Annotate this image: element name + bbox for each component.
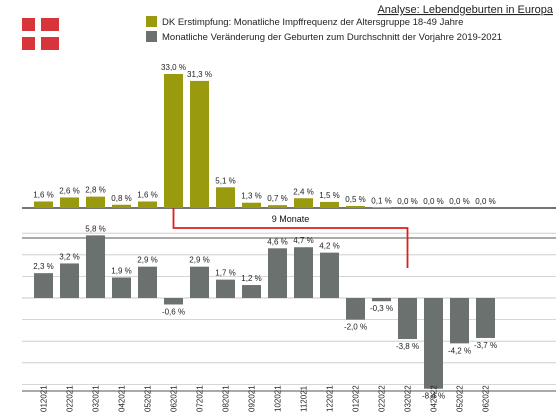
upper-bar-012021 bbox=[34, 202, 53, 208]
lower-bar-032022 bbox=[398, 298, 417, 339]
x-tick-label: 012021 bbox=[40, 385, 49, 412]
upper-bar-label: 5,1 % bbox=[215, 176, 235, 185]
lower-bar-label: -0,6 % bbox=[162, 307, 185, 316]
x-tick-label: 052022 bbox=[456, 385, 465, 412]
upper-bar-label: 31,3 % bbox=[187, 70, 212, 79]
lower-bar-012022 bbox=[346, 298, 365, 320]
lower-bar-label: 5,8 % bbox=[85, 224, 105, 233]
x-tick-label: 122021 bbox=[326, 385, 335, 412]
upper-bar-102021 bbox=[268, 205, 287, 208]
lower-bar-022022 bbox=[372, 298, 391, 301]
upper-bar-label: 0,5 % bbox=[345, 195, 365, 204]
upper-bar-label: 0,0 % bbox=[423, 197, 443, 206]
upper-bar-label: 1,6 % bbox=[33, 191, 53, 200]
x-tick-label: 072021 bbox=[196, 385, 205, 412]
upper-bar-label: 0,8 % bbox=[111, 194, 131, 203]
lower-bar-label: 4,7 % bbox=[293, 236, 313, 245]
lower-bar-012021 bbox=[34, 273, 53, 298]
x-tick-label: 022021 bbox=[66, 385, 75, 412]
x-tick-label: 032021 bbox=[92, 385, 101, 412]
lower-bar-label: 1,9 % bbox=[111, 266, 131, 275]
x-tick-label: 102021 bbox=[274, 385, 283, 412]
x-tick-label: 022022 bbox=[378, 385, 387, 412]
upper-bar-label: 0,0 % bbox=[475, 197, 495, 206]
upper-bar-042021 bbox=[112, 205, 131, 208]
lower-bar-092021 bbox=[242, 285, 261, 298]
upper-bar-label: 1,5 % bbox=[319, 191, 339, 200]
x-tick-label: 042021 bbox=[118, 385, 127, 412]
lower-bar-062021 bbox=[164, 298, 183, 304]
x-tick-label: 092021 bbox=[248, 385, 257, 412]
upper-bar-112021 bbox=[294, 198, 313, 208]
lower-bar-label: 4,2 % bbox=[319, 242, 339, 251]
x-tick-label: 012022 bbox=[352, 385, 361, 412]
upper-bar-label: 2,8 % bbox=[85, 186, 105, 195]
lower-bar-label: -4,2 % bbox=[448, 346, 471, 355]
upper-bar-label: 0,7 % bbox=[267, 194, 287, 203]
x-tick-label: 062021 bbox=[170, 385, 179, 412]
lower-bar-062022 bbox=[476, 298, 495, 338]
connector-label: 9 Monate bbox=[272, 214, 310, 224]
lower-bar-022021 bbox=[60, 263, 79, 298]
lower-bar-082021 bbox=[216, 280, 235, 298]
upper-bars: 1,6 % 2,6 % 2,8 % 0,8 % 1,6 % 33,0 %31,3 % 5,1… bbox=[33, 63, 495, 208]
upper-bar-label: 2,4 % bbox=[293, 187, 313, 196]
legend-swatch-lower bbox=[146, 31, 157, 42]
upper-bar-032021 bbox=[86, 197, 105, 208]
legend-label-upper: DK Erstimpfung: Monatliche Impffrequenz … bbox=[162, 17, 463, 28]
lower-bar-label: 2,9 % bbox=[189, 256, 209, 265]
upper-bar-label: 0,0 % bbox=[449, 197, 469, 206]
lower-bar-label: -3,8 % bbox=[396, 342, 419, 351]
lower-bar-072021 bbox=[190, 267, 209, 298]
lower-bar-label: -0,3 % bbox=[370, 304, 393, 313]
lower-bar-032021 bbox=[86, 235, 105, 298]
denmark-flag-icon bbox=[22, 18, 59, 50]
x-tick-label: 052021 bbox=[144, 385, 153, 412]
lower-bar-label: 1,7 % bbox=[215, 269, 235, 278]
x-tick-label: 042022 bbox=[430, 385, 439, 412]
legend-swatch-upper bbox=[146, 16, 157, 27]
lower-bar-label: 3,2 % bbox=[59, 252, 79, 261]
upper-bar-label: 1,3 % bbox=[241, 192, 261, 201]
upper-bar-022021 bbox=[60, 197, 79, 208]
upper-bar-012022 bbox=[346, 206, 365, 208]
lower-bar-042021 bbox=[112, 277, 131, 298]
upper-bar-label: 1,6 % bbox=[137, 191, 157, 200]
upper-bar-label: 0,1 % bbox=[371, 197, 391, 206]
x-tick-label: 082021 bbox=[222, 385, 231, 412]
lower-bar-122021 bbox=[320, 253, 339, 298]
upper-bar-062021 bbox=[164, 74, 183, 208]
upper-bar-092021 bbox=[242, 203, 261, 208]
lower-bar-112021 bbox=[294, 247, 313, 298]
upper-bar-052021 bbox=[138, 202, 157, 208]
upper-bar-082021 bbox=[216, 187, 235, 208]
upper-bar-label: 33,0 % bbox=[161, 63, 186, 72]
x-tick-label: 112021 bbox=[300, 385, 309, 412]
lower-bars: 2,3 % 3,2 % 5,8 % 1,9 % 2,9 % -0,6 % 2,9 % 1,7 … bbox=[33, 224, 497, 400]
x-tick-label: 032022 bbox=[404, 385, 413, 412]
page-title: Analyse: Lebendgeburten in Europa bbox=[377, 4, 553, 16]
legend-label-lower: Monatliche Veränderung der Geburten zum … bbox=[162, 32, 502, 43]
lower-bar-label: -3,7 % bbox=[474, 341, 497, 350]
lower-bar-label: -2,0 % bbox=[344, 323, 367, 332]
upper-bar-072021 bbox=[190, 81, 209, 208]
lower-bar-052021 bbox=[138, 267, 157, 298]
lower-bar-052022 bbox=[450, 298, 469, 343]
upper-bar-label: 2,6 % bbox=[59, 186, 79, 195]
lower-bar-label: 4,6 % bbox=[267, 237, 287, 246]
lower-bar-label: 2,3 % bbox=[33, 262, 53, 271]
legend: DK Erstimpfung: Monatliche Impffrequenz … bbox=[146, 16, 502, 43]
lower-bar-label: 1,2 % bbox=[241, 274, 261, 283]
upper-bar-122021 bbox=[320, 202, 339, 208]
upper-bar-label: 0,0 % bbox=[397, 197, 417, 206]
lower-bar-042022 bbox=[424, 298, 443, 389]
lower-bar-102021 bbox=[268, 248, 287, 298]
x-tick-label: 062022 bbox=[482, 385, 491, 412]
lower-bar-label: 2,9 % bbox=[137, 256, 157, 265]
